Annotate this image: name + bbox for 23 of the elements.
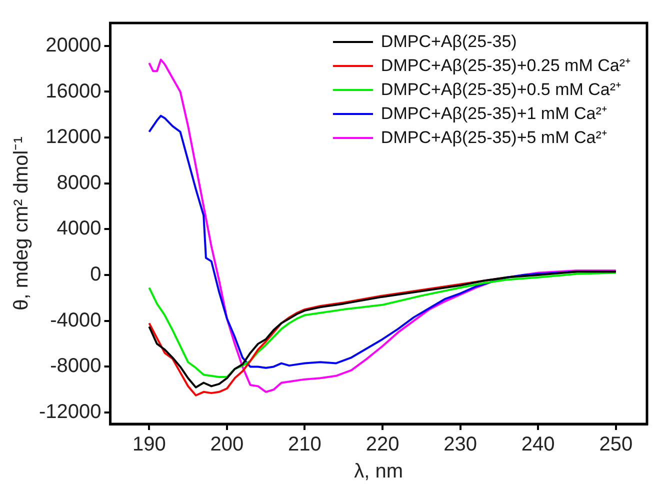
y-axis-title: θ, mdeg cm² dmol⁻¹	[10, 136, 33, 310]
x-tick-label: 220	[366, 434, 400, 456]
y-tick-label: 16000	[46, 80, 102, 102]
x-tick-label: 190	[132, 434, 166, 456]
legend-label: DMPC+Aβ(25-35)+1 mM Ca²⁺	[380, 103, 608, 125]
x-tick-label: 230	[444, 434, 477, 456]
y-tick-label: 8000	[56, 172, 102, 194]
y-tick-label: -12000	[38, 401, 102, 424]
y-tick-label: 12000	[46, 126, 102, 148]
x-tick-label: 240	[521, 434, 555, 456]
x-axis-title: λ, nm	[354, 460, 404, 483]
y-tick-label: 0	[90, 264, 102, 286]
y-tick-label: 4000	[56, 218, 102, 240]
y-tick-label: -8000	[50, 355, 102, 378]
x-tick-label: 210	[288, 434, 322, 456]
x-tick-label: 200	[210, 434, 244, 456]
x-tick-label: 250	[599, 434, 633, 456]
legend-label: DMPC+Aβ(25-35)	[380, 31, 517, 53]
legend-label: DMPC+Aβ(25-35)+5 mM Ca²⁺	[380, 127, 608, 149]
legend-label: DMPC+Aβ(25-35)+0.25 mM Ca²⁺	[380, 55, 631, 77]
y-tick-label: 20000	[46, 34, 102, 56]
legend-label: DMPC+Aβ(25-35)+0.5 mM Ca²⁺	[380, 79, 622, 101]
y-tick-label: -4000	[50, 309, 102, 332]
